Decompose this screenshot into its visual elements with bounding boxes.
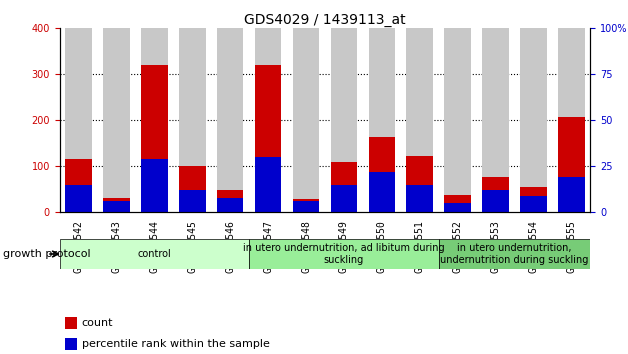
Bar: [482, 190, 509, 212]
Bar: [293, 28, 319, 212]
Bar: [520, 196, 547, 212]
Bar: [445, 28, 471, 212]
Bar: [217, 190, 244, 212]
Bar: [293, 199, 319, 212]
Bar: [141, 28, 168, 212]
Bar: [141, 65, 168, 212]
Text: growth protocol: growth protocol: [3, 249, 91, 259]
Bar: [369, 28, 395, 212]
Bar: [406, 28, 433, 212]
Bar: [406, 156, 433, 212]
Text: percentile rank within the sample: percentile rank within the sample: [82, 339, 269, 349]
Bar: [103, 198, 130, 212]
Bar: [369, 137, 395, 212]
Bar: [255, 28, 281, 212]
Bar: [65, 185, 92, 212]
Bar: [331, 162, 357, 212]
Title: GDS4029 / 1439113_at: GDS4029 / 1439113_at: [244, 13, 406, 27]
Bar: [179, 166, 205, 212]
Bar: [179, 28, 205, 212]
Text: in utero undernutrition, ad libitum during
suckling: in utero undernutrition, ad libitum duri…: [243, 243, 445, 265]
Bar: [369, 172, 395, 212]
Bar: [65, 28, 92, 212]
Bar: [331, 185, 357, 212]
Bar: [60, 239, 249, 269]
Bar: [558, 117, 585, 212]
Bar: [179, 190, 205, 212]
Bar: [445, 195, 471, 212]
Bar: [520, 187, 547, 212]
Bar: [65, 318, 77, 329]
Bar: [217, 198, 244, 212]
Bar: [103, 28, 130, 212]
Bar: [331, 28, 357, 212]
Bar: [445, 203, 471, 212]
Bar: [255, 157, 281, 212]
Bar: [217, 28, 244, 212]
Bar: [406, 185, 433, 212]
Text: count: count: [82, 318, 113, 329]
Text: in utero undernutrition,
undernutrition during suckling: in utero undernutrition, undernutrition …: [440, 243, 588, 265]
Bar: [255, 65, 281, 212]
Bar: [520, 28, 547, 212]
Bar: [439, 239, 590, 269]
Bar: [65, 160, 92, 212]
Bar: [141, 159, 168, 212]
Bar: [558, 177, 585, 212]
Bar: [293, 201, 319, 212]
Bar: [103, 201, 130, 212]
Bar: [249, 239, 439, 269]
Text: control: control: [138, 249, 171, 259]
Bar: [65, 338, 77, 350]
Bar: [482, 177, 509, 212]
Bar: [482, 28, 509, 212]
Bar: [558, 28, 585, 212]
